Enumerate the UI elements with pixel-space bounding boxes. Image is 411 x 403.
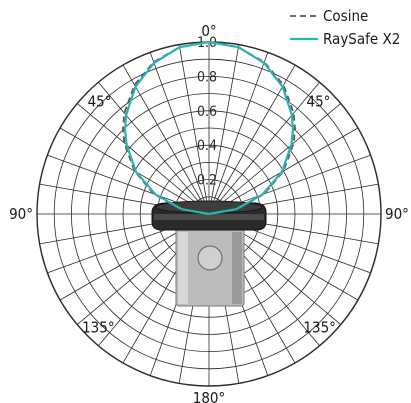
radial-tick-label: 0.4 [197, 138, 217, 154]
radial-tick-labels: 0.20.40.60.81.0 [197, 35, 217, 189]
grid-spoke [178, 44, 210, 215]
grid-spoke [208, 52, 269, 215]
detector-body-shade [178, 232, 188, 304]
angle-label: 180° [193, 389, 226, 403]
angle-label: 90° [9, 205, 33, 223]
angle-label: 90° [385, 205, 409, 223]
radial-tick-label: 0.6 [197, 104, 217, 120]
series-layer [122, 40, 296, 216]
angle-label: 135° [82, 319, 115, 337]
angle-label: 45° [88, 93, 112, 111]
grid-spoke [122, 64, 210, 215]
grid-spoke [208, 44, 240, 215]
grid-spoke [76, 103, 210, 215]
radial-tick-label: 0.2 [197, 173, 217, 189]
legend: Cosine RaySafe X2 [290, 7, 400, 48]
angle-label: 0° [201, 22, 216, 40]
grid-spoke [149, 52, 210, 215]
angle-labels: 0° 45° 45° 90° 90° 135° 135° 180° [9, 22, 409, 403]
angle-label: 135° [303, 319, 336, 337]
grid-spoke [208, 127, 359, 215]
detector-body-shade-right [232, 232, 242, 304]
series-line-raysafe-x2 [123, 40, 295, 216]
legend-label-cosine: Cosine [323, 7, 368, 25]
detector-cap-rim [154, 214, 264, 220]
grid-spoke [208, 103, 342, 215]
grid-spoke [208, 81, 320, 215]
grid-spoke [208, 64, 296, 215]
grid-spoke [98, 81, 210, 215]
detector-illustration [151, 200, 267, 307]
legend-label-raysafe-x2: RaySafe X2 [323, 30, 400, 48]
grid-spoke [59, 127, 210, 215]
angle-label: 45° [306, 93, 330, 111]
radial-tick-label: 0.8 [197, 69, 217, 85]
detector-window [197, 245, 223, 271]
